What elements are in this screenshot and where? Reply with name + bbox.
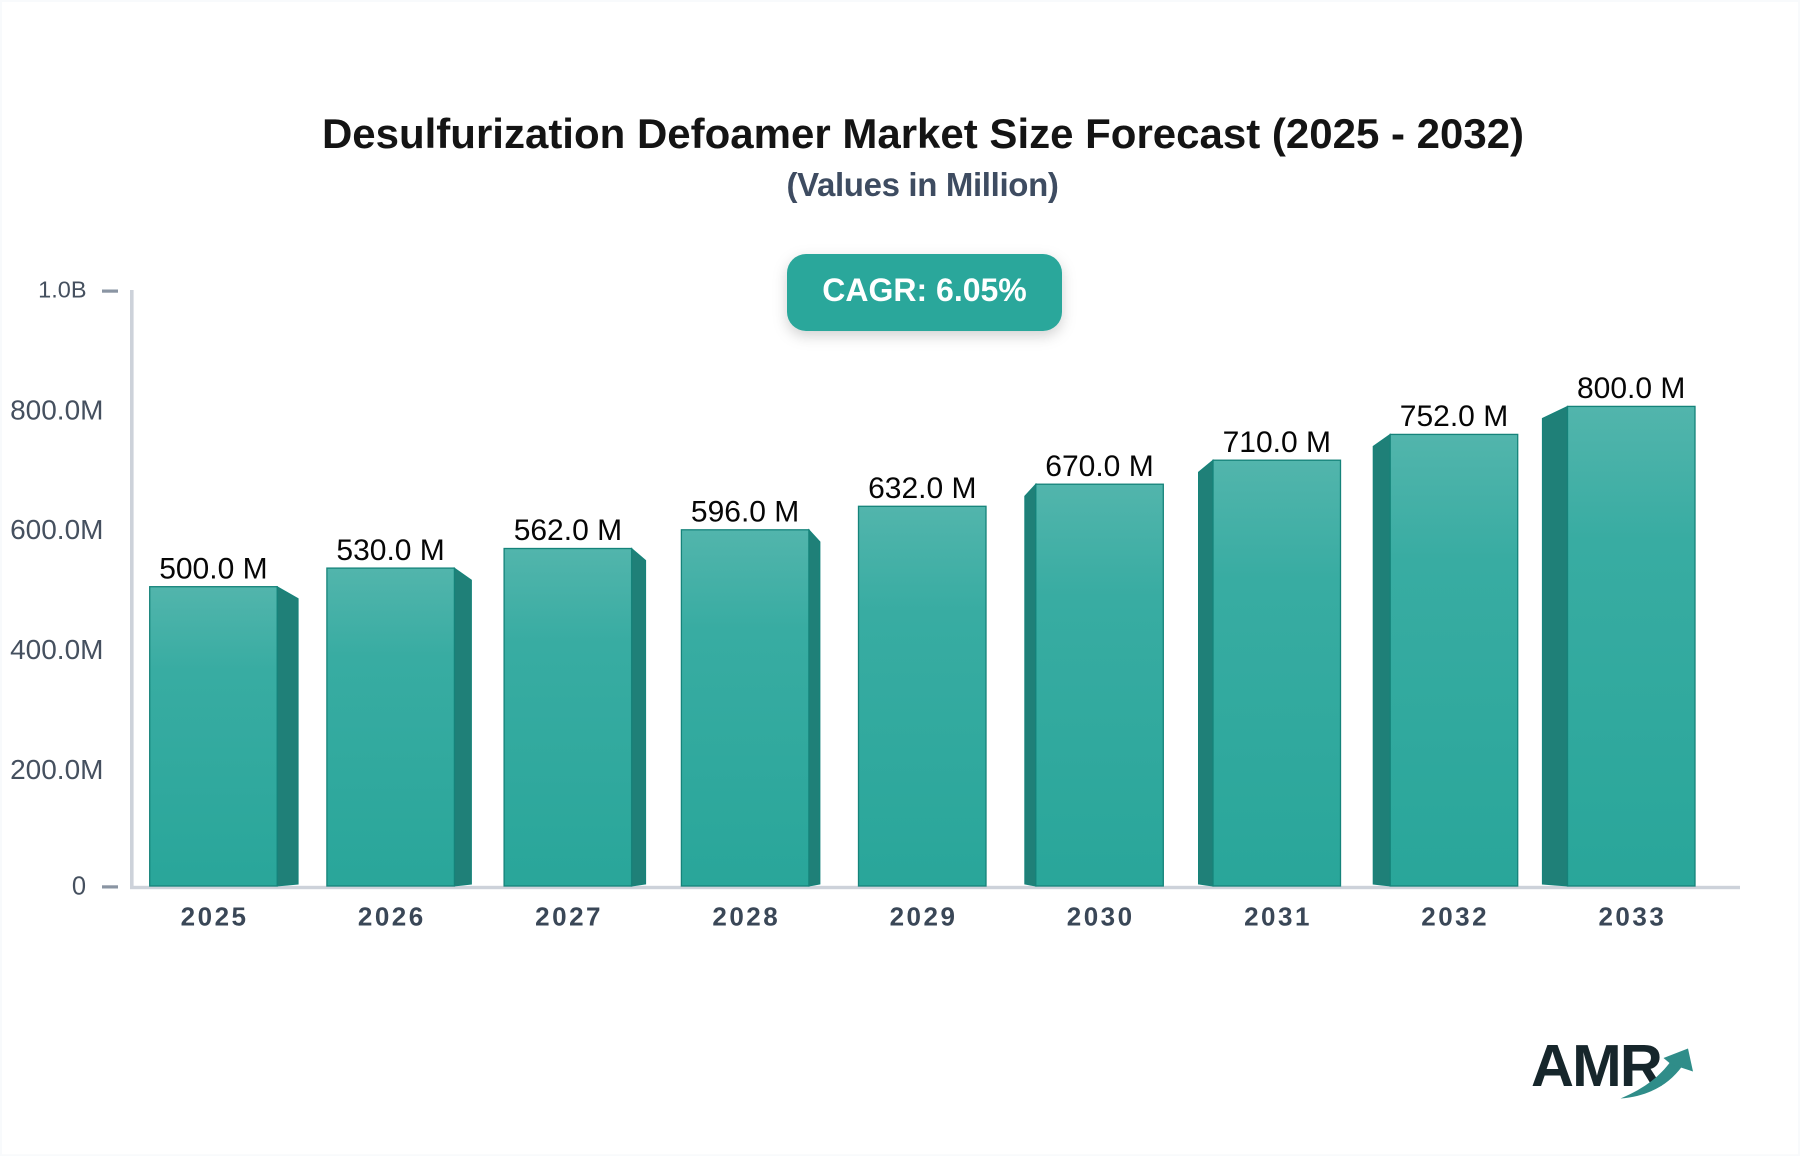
svg-text:800.0M: 800.0M <box>10 395 103 426</box>
svg-text:530.0 M: 530.0 M <box>336 534 444 567</box>
svg-text:2027: 2027 <box>535 902 603 932</box>
svg-text:500.0 M: 500.0 M <box>159 552 267 585</box>
svg-text:0: 0 <box>72 873 86 901</box>
svg-text:2033: 2033 <box>1598 902 1666 932</box>
svg-text:596.0 M: 596.0 M <box>691 496 799 529</box>
svg-text:(Values in Million): (Values in Million) <box>786 166 1058 203</box>
svg-text:2028: 2028 <box>712 902 780 932</box>
svg-text:2032: 2032 <box>1421 902 1489 932</box>
svg-text:600.0M: 600.0M <box>10 514 103 545</box>
svg-text:2031: 2031 <box>1244 902 1312 932</box>
svg-text:562.0 M: 562.0 M <box>514 514 622 547</box>
svg-text:710.0 M: 710.0 M <box>1223 426 1331 459</box>
svg-text:2025: 2025 <box>181 902 249 932</box>
svg-text:2026: 2026 <box>358 902 426 932</box>
svg-text:2029: 2029 <box>890 902 958 932</box>
svg-text:632.0 M: 632.0 M <box>868 472 976 505</box>
svg-text:2030: 2030 <box>1067 902 1135 932</box>
svg-text:1.0B: 1.0B <box>38 277 86 303</box>
svg-text:CAGR: 6.05%: CAGR: 6.05% <box>822 272 1027 308</box>
svg-text:670.0 M: 670.0 M <box>1045 450 1153 483</box>
svg-text:Desulfurization Defoamer Marke: Desulfurization Defoamer Market Size For… <box>322 110 1524 157</box>
svg-text:400.0M: 400.0M <box>10 634 103 665</box>
svg-text:200.0M: 200.0M <box>10 754 103 785</box>
svg-text:800.0 M: 800.0 M <box>1577 372 1685 405</box>
svg-text:752.0 M: 752.0 M <box>1400 400 1508 433</box>
